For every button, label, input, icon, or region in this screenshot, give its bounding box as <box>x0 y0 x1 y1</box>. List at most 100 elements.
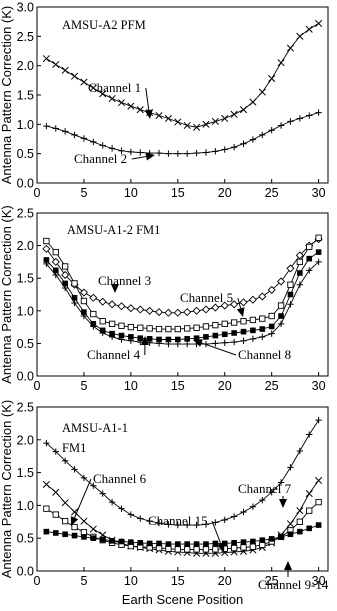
series-channel-2-point <box>221 146 228 153</box>
series-channel-2-point <box>61 128 69 135</box>
series-channel-5-point <box>306 243 313 251</box>
series-channel-9-14-point <box>306 525 313 532</box>
x-tick-label: 10 <box>124 379 138 393</box>
series-channel-2-point <box>90 138 97 146</box>
series-channel-4-point <box>203 334 209 340</box>
series-channel-5-line <box>46 237 319 330</box>
series-channel-5-point <box>230 319 238 326</box>
series-channel-4-point <box>221 331 228 338</box>
series-channel-8-point <box>221 339 228 346</box>
y-axis-label: Antenna Pattern Correction (K) <box>0 6 14 184</box>
series-channel-8-point <box>230 338 238 346</box>
series-channel-15-point <box>240 544 247 551</box>
series-channel-2-point <box>99 142 106 149</box>
x-tick-label: 25 <box>265 379 279 393</box>
series-channel-15-point <box>174 546 181 553</box>
series-channel-2-point <box>193 149 200 157</box>
series-channel-7-point <box>146 517 153 525</box>
y-tick-label: 0.5 <box>17 337 34 351</box>
series-channel-6-point <box>305 490 313 498</box>
annotation-label: Channel 4 <box>87 347 141 362</box>
series-channel-8-point <box>212 340 219 347</box>
series-channel-5-point <box>99 318 106 325</box>
annotation-arrowhead <box>217 542 225 552</box>
series-channel-7-point <box>221 516 228 524</box>
series-channel-2-point <box>268 127 275 134</box>
series-channel-7-point <box>287 464 294 471</box>
series-channel-8-point <box>90 323 97 330</box>
series-channel-1-point <box>296 32 304 40</box>
series-channel-3-point <box>126 304 135 313</box>
annotation-label: Channel 5 <box>180 290 233 305</box>
series-channel-15-point <box>212 546 219 553</box>
series-channel-7-point <box>249 503 257 510</box>
chart-panel-3: 0.0 0.5 1.0 1.5 2.0 2.5 0 5 10 15 20 25 30 Antenna Pa… <box>0 400 329 607</box>
series-channel-8-point <box>306 267 313 274</box>
series-channel-5-point <box>315 234 322 241</box>
series-channel-15-point <box>306 507 313 514</box>
series-channel-8-point <box>259 333 266 341</box>
series-channel-1-point <box>277 59 285 67</box>
annotation-label: Channel 15 <box>148 513 208 528</box>
series-channel-3-point <box>117 302 126 311</box>
series-channel-7-point <box>165 521 172 528</box>
series-channel-1-point <box>305 25 313 33</box>
series-channel-3-point <box>173 308 182 317</box>
series-channel-2-point <box>259 131 266 139</box>
series-channel-6-point <box>80 517 88 525</box>
series-channel-15-point <box>315 498 322 506</box>
series-channel-9-14-point <box>203 541 209 547</box>
series-channel-7-point <box>61 457 69 464</box>
series-channel-3-point <box>42 244 51 253</box>
series-channel-7-point <box>137 515 144 522</box>
series-channel-9-14-point <box>184 541 190 547</box>
series-channel-4-point <box>250 327 256 334</box>
y-tick-label: 3.0 <box>17 1 34 15</box>
x-axis-label: Earth Scene Position <box>122 592 243 607</box>
series-channel-1-point <box>136 106 144 114</box>
series-channel-6-point <box>52 488 60 496</box>
series-channel-4-point <box>193 335 200 341</box>
series-channel-9-14-point <box>240 539 247 545</box>
series-channel-5-point <box>287 281 294 288</box>
series-channel-6-point <box>61 499 69 507</box>
x-tick-label: 5 <box>80 574 87 588</box>
series-channel-9-14-point <box>71 532 78 539</box>
series-channel-15-point <box>43 505 50 512</box>
x-tick-label: 15 <box>171 574 185 588</box>
series-channel-9-14-point <box>268 536 275 542</box>
series-channel-2-point <box>202 149 210 156</box>
series-channel-15-point <box>296 518 303 525</box>
y-tick-label: 0.5 <box>17 147 34 161</box>
plot-frame <box>36 406 329 572</box>
series-channel-3-point <box>154 308 164 317</box>
series-channel-8-point <box>277 320 285 328</box>
series-channel-6-point <box>42 480 50 488</box>
series-channel-7-point <box>230 513 238 520</box>
series-channel-8-point <box>80 312 88 320</box>
series-channel-4-point <box>240 328 247 335</box>
series-channel-4-point <box>306 255 313 262</box>
series-channel-9-14-point <box>287 531 294 538</box>
series-channel-4-point <box>62 280 68 287</box>
series-channel-2-point <box>137 149 144 156</box>
series-channel-3-point <box>277 277 286 286</box>
series-channel-1-point <box>315 19 323 27</box>
x-tick-label: 15 <box>171 186 185 200</box>
series-channel-9-14-point <box>250 538 256 545</box>
annotation-arrow-line <box>211 520 222 546</box>
series-channel-2-point <box>230 144 238 151</box>
series-channel-4-point <box>156 336 162 343</box>
x-tick-label: 20 <box>218 379 232 393</box>
y-tick-label: 1.5 <box>17 466 34 480</box>
series-channel-8-point <box>71 299 78 307</box>
series-channel-7-point <box>306 431 313 438</box>
series-channel-7-point <box>127 511 135 518</box>
series-channel-5-point <box>240 318 247 325</box>
series-channel-7-point <box>155 519 163 527</box>
series-channel-1-point <box>80 78 88 86</box>
series-channel-1-point <box>127 102 135 110</box>
series-channel-2-point <box>315 109 322 116</box>
series-channel-4-point <box>297 270 303 276</box>
series-channel-3-point <box>239 298 248 307</box>
